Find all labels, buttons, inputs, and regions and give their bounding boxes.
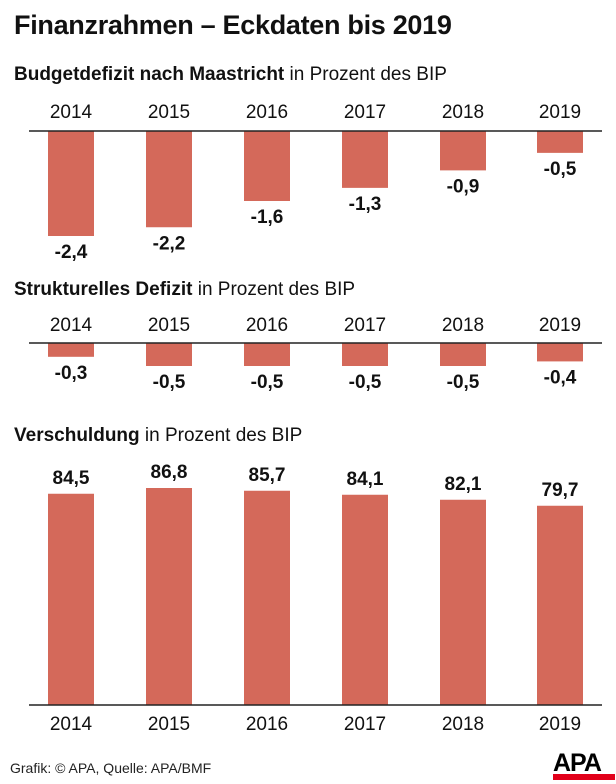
data-label: -0,5 — [251, 372, 284, 393]
bar-2018 — [440, 131, 486, 171]
chart-title-bold: Strukturelles Defizit — [14, 279, 193, 300]
bar-2018 — [440, 499, 486, 705]
bar-2015 — [146, 488, 192, 705]
chart-title-budgetdefizit: Budgetdefizit nach Maastricht in Prozent… — [14, 64, 447, 86]
data-label: -0,5 — [153, 372, 186, 393]
data-label: -1,6 — [251, 207, 284, 228]
data-label: 86,8 — [151, 462, 188, 483]
year-label: 2015 — [148, 315, 190, 336]
chart-title-rest: in Prozent des BIP — [139, 425, 303, 446]
bar-2014 — [48, 343, 94, 357]
year-label: 2018 — [442, 714, 484, 735]
data-label: 85,7 — [249, 465, 286, 486]
bar-2017 — [342, 131, 388, 188]
year-label: 2014 — [50, 714, 93, 735]
data-label: 84,1 — [347, 469, 384, 490]
data-label: 84,5 — [53, 468, 90, 489]
year-label: 2016 — [246, 102, 288, 123]
year-label: 2019 — [539, 315, 581, 336]
data-label: -2,4 — [55, 242, 88, 263]
bar-2014 — [48, 131, 94, 236]
bar-2019 — [537, 505, 583, 705]
apa-logo: APA — [553, 751, 615, 780]
year-label: 2015 — [148, 102, 190, 123]
bar-2014 — [48, 493, 94, 705]
year-label: 2016 — [246, 714, 288, 735]
year-label: 2017 — [344, 714, 386, 735]
data-label: -0,4 — [544, 367, 577, 388]
bar-2016 — [244, 131, 290, 201]
data-label: -0,9 — [447, 176, 480, 197]
year-label: 2014 — [50, 102, 93, 123]
year-label: 2017 — [344, 315, 386, 336]
chart-title-rest: in Prozent des BIP — [284, 64, 447, 85]
source-credit: Grafik: © APA, Quelle: APA/BMF — [10, 760, 212, 776]
bar-2015 — [146, 343, 192, 366]
bar-2017 — [342, 343, 388, 366]
bar-2019 — [537, 131, 583, 153]
chart-title-strukturell: Strukturelles Defizit in Prozent des BIP — [14, 279, 355, 301]
data-label: 79,7 — [542, 480, 579, 501]
page-title: Finanzrahmen – Eckdaten bis 2019 — [14, 10, 452, 40]
year-label: 2018 — [442, 102, 484, 123]
data-label: -1,3 — [349, 194, 382, 215]
bar-2016 — [244, 490, 290, 705]
bar-2015 — [146, 131, 192, 228]
data-label: -0,3 — [55, 363, 88, 384]
chart-title-bold: Budgetdefizit nach Maastricht — [14, 64, 285, 85]
bar-2017 — [342, 494, 388, 705]
data-label: -0,5 — [349, 372, 382, 393]
bar-2019 — [537, 343, 583, 362]
year-label: 2014 — [50, 315, 93, 336]
bar-2018 — [440, 343, 486, 366]
year-label: 2016 — [246, 315, 288, 336]
chart-title-verschuldung: Verschuldung in Prozent des BIP — [14, 425, 302, 447]
data-label: -2,2 — [153, 233, 186, 254]
data-label: 82,1 — [445, 474, 482, 495]
bar-2016 — [244, 343, 290, 366]
year-label: 2017 — [344, 102, 386, 123]
year-label: 2018 — [442, 315, 484, 336]
year-label: 2019 — [539, 102, 581, 123]
year-label: 2019 — [539, 714, 581, 735]
data-label: -0,5 — [544, 159, 577, 180]
chart-title-rest: in Prozent des BIP — [192, 279, 356, 300]
year-label: 2015 — [148, 714, 190, 735]
chart-title-bold: Verschuldung — [14, 425, 140, 446]
data-label: -0,5 — [447, 372, 480, 393]
